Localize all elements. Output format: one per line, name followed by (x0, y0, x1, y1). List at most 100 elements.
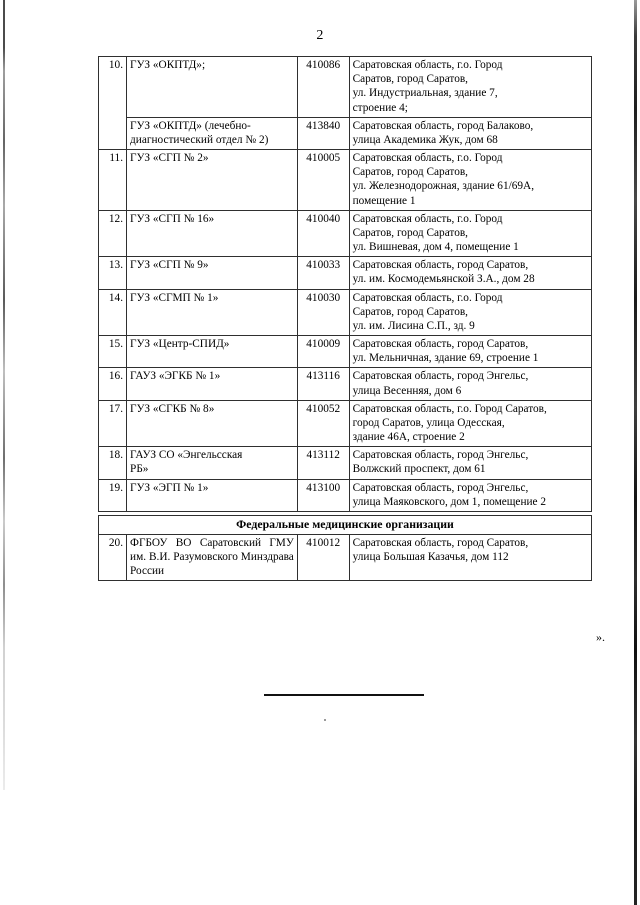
table-row: 20. ФГБОУ ВО Саратовский ГМУ им. В.И. Раз… (97, 533, 593, 582)
page-number: 2 (316, 28, 324, 43)
address-cell: Саратовская область, город Саратов, улица… (348, 533, 593, 582)
addr-line: ул. Вишневая, дом 4, помещение 1 (352, 241, 519, 254)
addr-line: Саратовская область, город Саратов, (352, 536, 529, 549)
addr-line: строение 4; (352, 101, 408, 114)
address-cell: Саратовская область, г.о. Город Саратов, … (348, 209, 593, 258)
scan-edge-artifact-left (3, 0, 5, 790)
name-line: ГУЗ «СГКБ № 8» (130, 402, 215, 415)
table-row: 19. ГУЗ «ЭГП № 1» 413100 Саратовская област… (97, 478, 593, 512)
table-section-header-row: Федеральные медицинские организации (98, 514, 592, 535)
addr-line: ул. им. Космодемьянской З.А., дом 28 (352, 273, 535, 286)
name-line: ГУЗ «ОКПТД» (лечебно- (130, 119, 251, 132)
name-line: РБ» (130, 463, 149, 476)
organization-name-cell: ГУЗ «ЭГП № 1» (126, 478, 298, 512)
address-cell: Саратовская область, г.о. Город Саратов, … (348, 149, 593, 211)
name-line: ГУЗ «СГП № 16» (130, 212, 215, 225)
addr-line: помещение 1 (352, 194, 416, 207)
organization-name-cell: ГУЗ «Центр-СПИД» (126, 335, 298, 369)
postal-code-cell: 410030 (296, 288, 350, 337)
organization-name-cell: ГУЗ «СГП № 9» (126, 256, 298, 290)
table-row: 12. ГУЗ «СГП № 16» 410040 Саратовская облас… (97, 209, 593, 258)
postal-code-cell: 413100 (296, 478, 350, 512)
addr-line: Саратовская область, г.о. Город Саратов, (352, 402, 547, 415)
addr-line: Саратов, город Саратов, (352, 166, 469, 179)
row-number-cell: 19. (97, 478, 128, 512)
table-row: 17. ГУЗ «СГКБ № 8» 410052 Саратовская облас… (97, 399, 593, 448)
addr-line: Саратовская область, город Энгельс, (352, 370, 529, 383)
table-row: 10. ГУЗ «ОКПТД»; 410086 Саратовская область… (97, 55, 593, 151)
postal-code-cell: 410040 (296, 209, 350, 258)
addr-line: улица Маяковского, дом 1, помещение 2 (352, 495, 547, 508)
organization-name-text: ФГБОУ ВО Саратовский ГМУ им. В.И. Разумо… (130, 536, 294, 578)
organization-name-cell: ГУЗ «ОКПТД» (лечебно-диагностический отд… (126, 116, 298, 151)
organization-name-cell: ГУЗ «СГКБ № 8» (126, 399, 298, 448)
row-number-cell: 17. (97, 399, 128, 448)
addr-line: ул. Железнодорожная, здание 61/69А, (352, 180, 535, 193)
table-row: 11. ГУЗ «СГП № 2» 410005 Саратовская област… (97, 149, 593, 211)
table-row: 18. ГАУЗ СО «Энгельсская РБ» 413112 Саратовс… (97, 446, 593, 480)
address-cell: Саратовская область, город Энгельс, улица… (348, 478, 593, 512)
table-row: 16. ГАУЗ «ЭГКБ № 1» 413116 Саратовская обла… (97, 367, 593, 401)
scan-speck-artifact (324, 719, 326, 721)
row-number-cell: 15. (97, 335, 128, 369)
organization-name-cell: ГАУЗ «ЭГКБ № 1» (126, 367, 298, 401)
addr-line: Саратовская область, город Балаково, (352, 119, 534, 132)
table-row: ГУЗ «ОКПТД» (лечебно-диагностический отд… (99, 116, 593, 151)
name-line: ГУЗ «ОКПТД»; (130, 59, 206, 71)
postal-code-cell: 410033 (296, 256, 350, 290)
addr-line: Саратов, город Саратов, (352, 305, 469, 318)
addr-line: улица Весенняя, дом 6 (352, 384, 462, 397)
address-cell: Саратовская область, город Саратов, ул. и… (348, 256, 593, 290)
medical-organizations-table: 10. ГУЗ «ОКПТД»; 410086 Саратовская область… (97, 55, 593, 582)
postal-code-cell: 413116 (296, 367, 350, 401)
name-line: ГАУЗ «ЭГКБ № 1» (130, 370, 221, 383)
addr-line: улица Академика Жук, дом 68 (352, 133, 498, 146)
table-row: 14. ГУЗ «СГМП № 1» 410030 Саратовская облас… (97, 288, 593, 337)
row-number-cell: 18. (97, 446, 128, 480)
name-line: ГУЗ «ЭГП № 1» (130, 481, 209, 494)
section-header-label: Федеральные медицинские организации (98, 514, 592, 535)
addr-line: Саратовская область, г.о. Город (352, 291, 503, 304)
name-line: ГУЗ «СГП № 9» (130, 259, 209, 272)
address-cell: Саратовская область, город Энгельс, Волжс… (348, 446, 593, 480)
postal-code-cell: 413840 (296, 116, 350, 151)
horizontal-separator-rule (264, 694, 424, 696)
organization-name-cell: ГАУЗ СО «Энгельсская РБ» (126, 446, 298, 480)
table-row: 15. ГУЗ «Центр-СПИД» 410009 Саратовская обл… (97, 335, 593, 369)
addr-line: ул. им. Лисина С.П., зд. 9 (352, 319, 475, 332)
row-number-cell: 13. (97, 256, 128, 290)
address-cell: Саратовская область, город Саратов, ул. М… (348, 335, 593, 369)
postal-code-cell: 410052 (296, 399, 350, 448)
address-cell: Саратовская область, город Энгельс, улица… (348, 367, 593, 401)
row-number-cell: 14. (97, 288, 128, 337)
postal-code-cell: 410009 (296, 335, 350, 369)
address-cell: Саратовская область, г.о. Город Саратов, … (348, 288, 593, 337)
addr-line: Саратов, город Саратов, (352, 226, 469, 239)
addr-line: Саратовская область, г.о. Город (352, 59, 503, 71)
address-cell: Саратовская область, город Балаково, улиц… (348, 116, 593, 151)
row-number-cell: 10. (97, 55, 128, 151)
name-line: ГУЗ «СГП № 2» (130, 152, 209, 165)
postal-code-cell: 410005 (296, 149, 350, 211)
addr-line: Саратовская область, город Саратов, (352, 259, 529, 272)
row-number-cell: 20. (97, 533, 128, 582)
addr-line: Саратовская область, г.о. Город (352, 152, 503, 165)
row-number-cell: 11. (97, 149, 128, 211)
row-number-cell: 16. (97, 367, 128, 401)
addr-line: город Саратов, улица Одесская, (352, 416, 505, 429)
postal-code-cell: 410012 (296, 533, 350, 582)
organization-name-cell: ГУЗ «СГМП № 1» (126, 288, 298, 337)
addr-line: Саратовская область, г.о. Город (352, 212, 503, 225)
addr-line: Саратовская область, город Энгельс, (352, 481, 529, 494)
name-line: ГУЗ «Центр-СПИД» (130, 338, 230, 351)
addr-line: Саратов, город Саратов, (352, 73, 469, 86)
addr-line: Саратовская область, город Саратов, (352, 338, 529, 351)
addr-line: Волжский проспект, дом 61 (352, 463, 486, 476)
addr-line: Саратовская область, город Энгельс, (352, 449, 529, 462)
addr-line: улица Большая Казачья, дом 112 (352, 550, 509, 563)
addr-line (353, 564, 588, 578)
postal-code-cell: 413112 (296, 446, 350, 480)
name-line: диагностический отдел № 2) (130, 133, 269, 146)
postal-code-cell: 410086 (296, 56, 350, 118)
organization-name-cell: ГУЗ «СГП № 16» (126, 209, 298, 258)
